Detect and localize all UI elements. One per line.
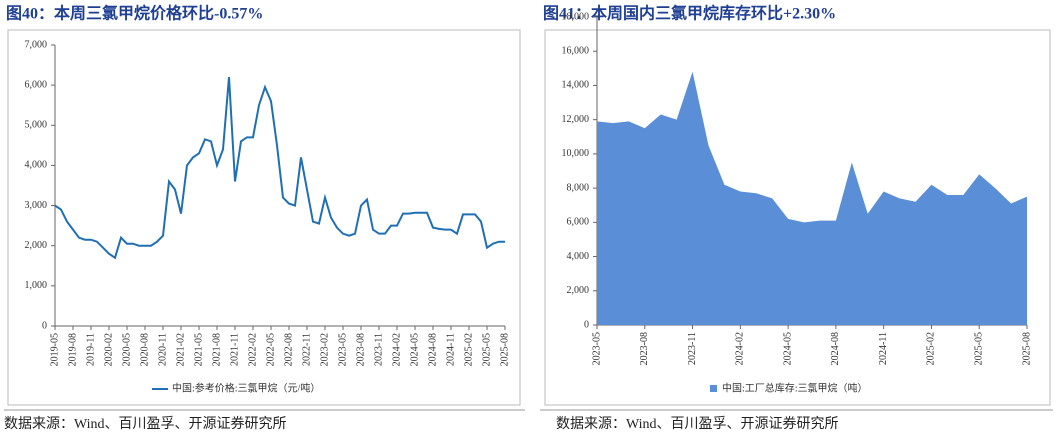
y-tick-label: 7,000	[25, 39, 48, 50]
x-tick-label: 2025-02	[926, 332, 937, 365]
y-tick-label: 6,000	[25, 79, 48, 90]
y-tick-label: 3,000	[25, 200, 48, 211]
x-tick-label: 2020-11	[157, 333, 168, 366]
x-tick-label: 2021-05	[193, 333, 204, 366]
chart-title: 图41：本周国内三氯甲烷库存环比+2.30%	[543, 4, 836, 23]
line	[54, 77, 505, 260]
x-tick-label: 2023-11	[687, 332, 698, 365]
x-tick-label: 2023-05	[591, 332, 602, 365]
chart-title: 图40：本周三氯甲烷价格环比-0.57%	[6, 4, 263, 23]
y-tick-label: 0	[584, 319, 589, 330]
x-tick-label: 2021-02	[175, 333, 186, 366]
x-tick-label: 2019-11	[85, 333, 96, 366]
panel-frame	[544, 29, 1051, 406]
x-tick-label: 2024-08	[830, 332, 841, 365]
y-tick-label: 2,000	[25, 240, 48, 251]
x-tick-label: 2024-02	[391, 333, 402, 366]
y-tick-label: 1,000	[25, 280, 48, 291]
source-note: 数据来源：Wind、百川盈孚、开源证券研究所	[556, 416, 839, 432]
y-tick-label: 5,000	[25, 120, 48, 131]
legend-label: 中国:工厂总库存:三氯甲烷（吨）	[722, 381, 868, 394]
x-tick-label: 2023-11	[373, 333, 384, 366]
y-tick-label: 10,000	[562, 148, 590, 159]
area	[597, 71, 1027, 325]
x-tick-label: 2020-02	[103, 333, 114, 366]
x-tick-label: 2020-05	[121, 333, 132, 366]
x-tick-label: 2024-08	[427, 333, 438, 366]
x-tick-label: 2025-05	[974, 332, 985, 365]
x-tick-label: 2021-11	[229, 333, 240, 366]
legend-label: 中国:参考价格:三氯甲烷（元/吨）	[172, 381, 320, 394]
y-tick-label: 4,000	[25, 160, 48, 171]
y-tick-label: 8,000	[567, 182, 590, 193]
y-tick-label: 2,000	[567, 285, 590, 296]
x-tick-label: 2022-02	[247, 333, 258, 366]
source-note: 数据来源：Wind、百川盈孚、开源证券研究所	[4, 416, 287, 432]
y-tick-label: 18,000	[562, 11, 590, 22]
x-tick-label: 2024-02	[735, 332, 746, 365]
x-tick-label: 2020-08	[139, 333, 150, 366]
x-tick-label: 2024-05	[782, 332, 793, 365]
y-tick-label: 16,000	[562, 46, 590, 57]
y-tick-label: 14,000	[562, 80, 590, 91]
y-tick-label: 0	[42, 320, 47, 331]
panel-frame	[7, 29, 521, 406]
x-tick-label: 2025-08	[499, 333, 510, 366]
x-tick-label: 2024-11	[878, 332, 889, 365]
x-tick-label: 2022-05	[265, 333, 276, 366]
y-tick-label: 4,000	[567, 251, 590, 262]
x-tick-label: 2022-08	[283, 333, 294, 366]
x-tick-label: 2021-08	[211, 333, 222, 366]
x-tick-label: 2023-08	[639, 332, 650, 365]
legend-swatch	[710, 385, 717, 392]
x-tick-label: 2024-11	[445, 333, 456, 366]
y-tick-label: 12,000	[562, 114, 590, 125]
x-tick-label: 2025-05	[481, 333, 492, 366]
x-tick-label: 2023-02	[319, 333, 330, 366]
x-tick-label: 2022-11	[301, 333, 312, 366]
x-tick-label: 2025-08	[1021, 332, 1032, 365]
x-tick-label: 2019-05	[49, 333, 60, 366]
x-tick-label: 2025-02	[463, 333, 474, 366]
y-tick-label: 6,000	[567, 217, 590, 228]
x-tick-label: 2019-08	[67, 333, 78, 366]
x-tick-label: 2023-08	[355, 333, 366, 366]
x-tick-label: 2024-05	[409, 333, 420, 366]
x-tick-label: 2023-05	[337, 333, 348, 366]
